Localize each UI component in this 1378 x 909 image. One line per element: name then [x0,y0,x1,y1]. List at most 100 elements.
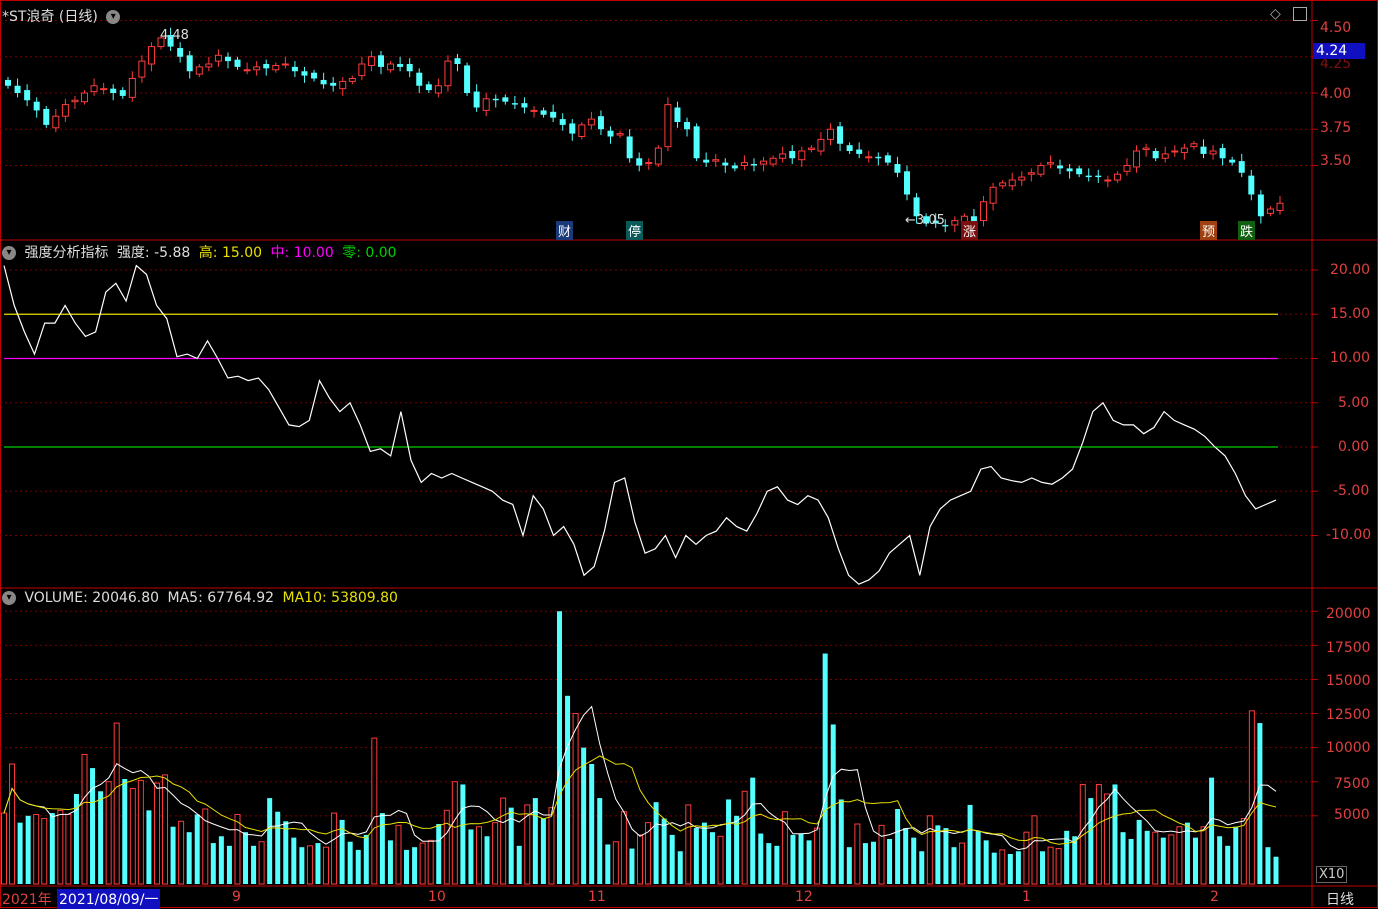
volume-bar-down [734,815,740,884]
candle-body-up [645,162,653,165]
volume-bar-up [612,841,619,885]
badge-yu[interactable]: 预 [1200,221,1218,240]
volume-bar-down [991,852,997,884]
window-icon[interactable] [1293,7,1307,21]
volume-bar-down [903,828,909,884]
candle-body-down [521,103,528,108]
candle-body-up [1171,150,1179,153]
volume-bar-up [854,823,861,885]
badge-cai[interactable]: 财 [556,221,574,240]
candle-body-up [348,78,356,82]
volume-bar-down [243,832,249,884]
strength-tick: 0.00 [1338,439,1370,455]
candle-body-down [837,126,844,144]
volume-bar-up [620,811,627,885]
volume-bar-up [475,826,482,885]
volume-bar-down [170,826,176,884]
volume-bar-down [363,834,369,884]
volume-tick: 20000 [1326,606,1371,622]
volume-bar-down [540,818,546,884]
period-label[interactable]: 日线 [1326,892,1354,908]
volume-bar-down [1192,837,1198,884]
volume-bar-up [1055,848,1062,885]
candle-body-up [654,147,662,165]
candle-body-down [473,91,480,108]
candle-body-down [932,220,939,224]
low-price-value: 3.05 [915,213,945,228]
candle-body-down [1229,159,1236,163]
chevron-down-icon[interactable]: ▾ [106,10,121,24]
volume-label: VOLUME: [24,590,88,606]
volume-bar-up [1031,815,1038,885]
volume-bar-down [822,653,828,884]
chevron-down-icon[interactable]: ▾ [2,591,16,605]
price-tick: 3.75 [1320,120,1352,136]
volume-bar-down [581,747,587,884]
candle-body-down [846,145,853,151]
mid-label: 中: [270,245,290,261]
candle-body-up [980,201,988,222]
volume-bar-down [460,784,466,884]
candle-body-down [492,98,499,101]
volume-bar-up [178,820,185,885]
candle-body-down [377,55,384,67]
candle-body-up [664,104,672,148]
volume-bar-down [846,847,852,884]
volume-bar-up [162,774,169,885]
volume-bar-down [1040,851,1046,884]
candle-body-down [186,55,193,72]
candle-body-up [90,85,98,93]
candle-body-up [272,64,280,71]
volume-bar-up [129,788,136,885]
volume-bar-down [1265,847,1271,884]
candle-body-up [1027,172,1035,175]
candle-body-down [110,88,117,93]
candle-body-up [281,63,289,66]
badge-ting[interactable]: 停 [626,221,644,240]
badge-die[interactable]: 跌 [1238,221,1256,240]
chevron-down-icon[interactable]: ▾ [2,246,16,260]
low-price-label: ←3.05 [905,213,945,228]
volume-bar-down [806,840,812,884]
candle-body-up [100,88,108,91]
candle-body-down [234,59,241,67]
selected-date[interactable]: 2021/08/09/一 [57,889,161,909]
volume-bar-up [814,827,821,885]
volume-bar-down [677,851,683,884]
candle-body-up [865,156,873,159]
candle-body-down [540,110,547,115]
volume-bar-up [137,779,144,885]
candle-body-down [693,126,700,159]
volume-bar-up [427,839,434,885]
price-tick: 4.00 [1320,86,1352,102]
volume-bar-down [484,836,490,884]
volume-bar-up [645,822,652,885]
candlestick-series [5,27,1284,233]
candle-body-up [387,63,395,71]
volume-bar-up [500,797,507,885]
volume-bar-down [98,791,104,884]
month-label: 9 [232,889,241,905]
volume-bar-down [291,837,297,884]
volume-bar-down [1273,856,1279,884]
badge-zhang[interactable]: 涨 [961,221,979,240]
volume-bar-down [669,834,675,884]
candle-body-up [61,104,69,117]
diamond-icon[interactable]: ◇ [1270,6,1281,22]
high-value: 15.00 [221,245,263,261]
volume-bar-down [532,798,538,884]
strength-tick: -10.00 [1326,527,1372,543]
volume-bar-up [999,849,1006,885]
volume-bar-down [210,843,216,884]
strength-tick: 15.00 [1330,306,1371,322]
volume-bar-down [1007,854,1013,884]
volume-bar-down [895,809,901,884]
volume-bar-down [387,840,393,884]
volume-bar-down [887,839,893,884]
candle-body-up [1190,143,1198,148]
candle-body-up [740,162,748,167]
month-label: 1 [1022,889,1031,905]
candle-body-up [1008,179,1016,187]
